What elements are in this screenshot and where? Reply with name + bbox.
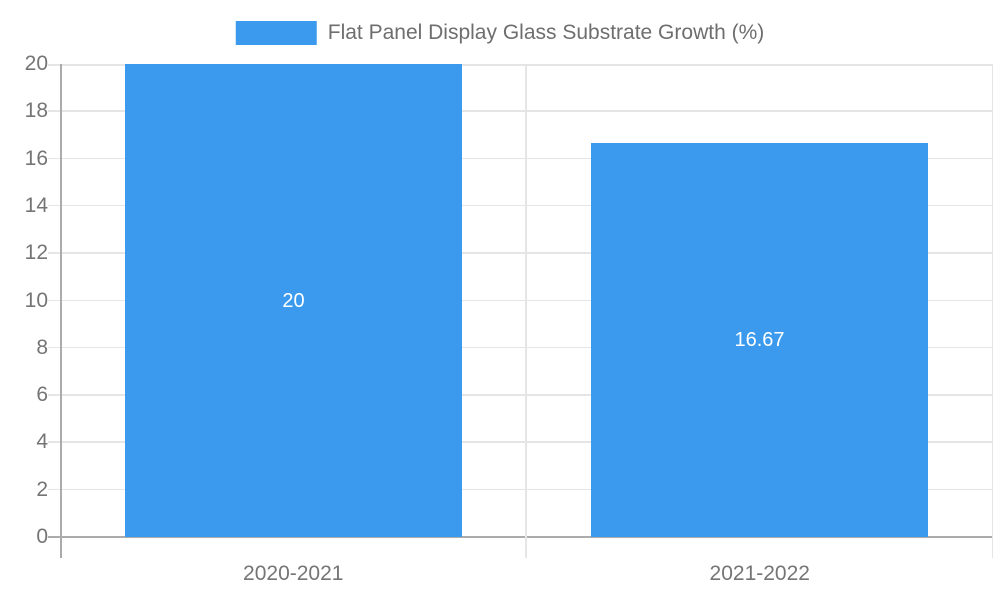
legend-label: Flat Panel Display Glass Substrate Growt… [327,21,765,44]
y-tick-label: 16 [24,146,48,170]
y-tick-label: 20 [24,52,48,75]
h-gridline [48,488,993,491]
x-axis-line [48,536,993,538]
bar-2021-2022[interactable] [591,143,928,537]
legend[interactable]: Flat Panel Display Glass Substrate Growt… [235,21,765,45]
h-gridline [48,110,993,112]
h-gridline [48,157,993,160]
y-axis-line [60,64,62,558]
y-tick-label: 10 [24,288,48,312]
plot-area: 20 16.67 [48,64,993,558]
legend-swatch [235,21,317,45]
y-tick-label: 0 [36,525,48,548]
y-tick-label: 8 [36,335,48,359]
h-gridline [48,346,993,349]
v-gridline [991,64,993,558]
bar-value-label: 16.67 [734,329,785,351]
x-tick-label: 2020-2021 [243,562,344,585]
h-gridline [48,299,993,301]
x-tick-label: 2021-2022 [709,562,810,585]
h-gridline [48,252,993,254]
h-gridline [48,394,993,396]
bar-value-label: 20 [282,289,305,312]
y-tick-label: 2 [36,477,48,501]
bar-2020-2021[interactable] [125,64,462,537]
h-gridline [48,441,993,443]
h-gridline [48,204,993,207]
y-tick-label: 6 [36,383,48,407]
y-tick-label: 14 [24,193,48,217]
h-gridline [48,64,993,66]
y-tick-label: 18 [24,99,48,123]
v-gridline [525,64,527,558]
y-tick-label: 12 [24,241,48,265]
y-tick-label: 4 [36,430,48,454]
